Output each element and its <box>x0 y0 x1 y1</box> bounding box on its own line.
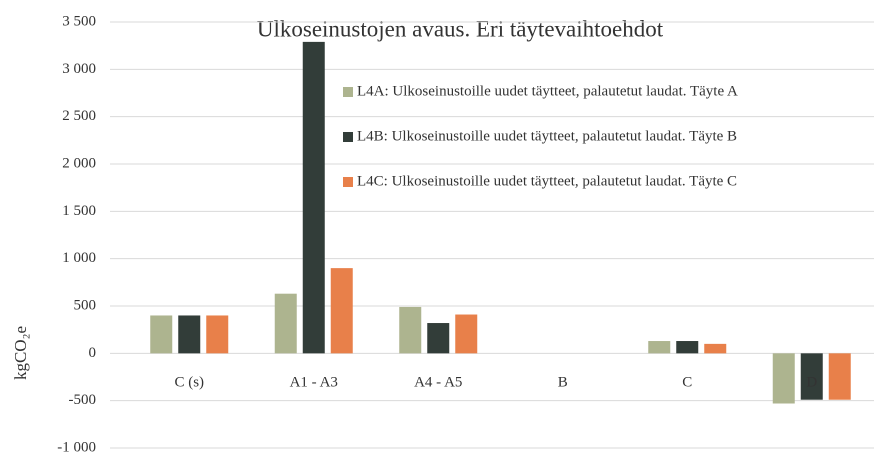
y-tick-label: 0 <box>89 345 97 361</box>
bar <box>274 293 297 354</box>
x-tick-label: C <box>682 374 692 390</box>
bar <box>150 315 173 354</box>
y-tick-label: 1 000 <box>62 250 96 266</box>
y-tick-label: 500 <box>74 297 97 313</box>
x-tick-label: C (s) <box>174 374 204 390</box>
bar <box>427 323 450 354</box>
x-tick-label: A1 - A3 <box>290 374 338 390</box>
bar <box>648 341 671 354</box>
legend-swatch <box>343 87 353 97</box>
legend-swatch <box>343 132 353 142</box>
y-tick-label: 2 000 <box>62 155 96 171</box>
x-tick-label: D <box>806 374 817 390</box>
legend-label: L4A: Ulkoseinustoille uudet täytteet, pa… <box>357 83 738 99</box>
legend-swatch <box>343 177 353 187</box>
bar <box>800 353 823 400</box>
bar <box>302 41 325 354</box>
y-tick-label: 1 500 <box>62 203 96 219</box>
y-axis-label: kgCO₂e <box>11 326 30 380</box>
y-tick-label: 3 500 <box>62 13 96 29</box>
y-tick-label: -1 000 <box>57 439 96 455</box>
bar <box>455 314 478 354</box>
legend-label: L4C: Ulkoseinustoille uudet täytteet, pa… <box>357 173 737 189</box>
bar <box>330 268 353 354</box>
bar <box>676 341 699 354</box>
bar <box>704 343 727 354</box>
bar <box>828 353 851 400</box>
x-tick-label: B <box>558 374 568 390</box>
x-tick-label: A4 - A5 <box>414 374 462 390</box>
bar <box>399 306 422 354</box>
chart-title: Ulkoseinustojen avaus. Eri täytevaihtoeh… <box>257 16 664 41</box>
bar <box>178 315 201 354</box>
bar <box>206 315 229 354</box>
y-tick-label: -500 <box>69 392 97 408</box>
legend-label: L4B: Ulkoseinustoille uudet täytteet, pa… <box>357 128 737 144</box>
y-tick-label: 3 000 <box>62 61 96 77</box>
bar <box>772 353 795 404</box>
y-tick-label: 2 500 <box>62 108 96 124</box>
